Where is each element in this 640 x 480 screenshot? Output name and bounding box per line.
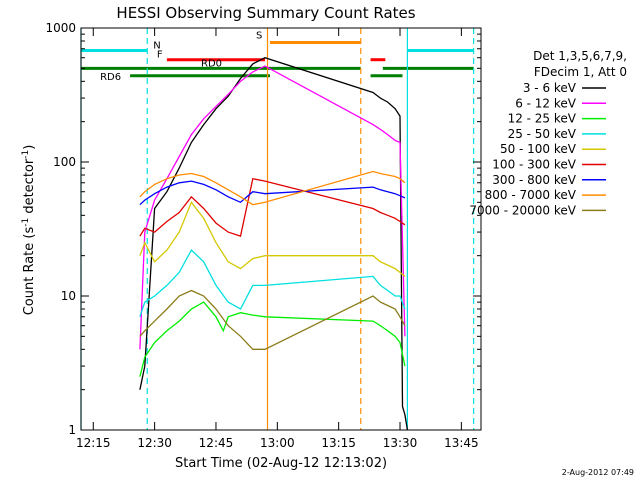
flag-label-f: F <box>157 50 163 61</box>
x-tick-label-12-30: 12:30 <box>137 436 172 450</box>
boundary-lines <box>80 28 475 430</box>
series-line-25-50-kev <box>139 249 406 318</box>
legend-header-line1: Det 1,3,5,6,7,9, <box>533 49 627 63</box>
legend-label-12-25-kev: 12 - 25 keV <box>508 112 577 126</box>
x-tick-label-13-45: 13:45 <box>444 436 479 450</box>
y-tick-label-1000: 1000 <box>45 21 76 35</box>
series-line-800-7000-kev <box>139 170 406 206</box>
legend-label-6-12-kev: 6 - 12 keV <box>515 96 577 110</box>
x-axis-label: Start Time (02-Aug-12 12:13:02) <box>175 456 387 471</box>
timestamp: 2-Aug-2012 07:49 <box>562 468 634 477</box>
y-axis-label: Count Rate (s-1 detector-1) <box>21 145 37 316</box>
series-line-3-6-kev <box>139 56 409 431</box>
observing-flags: NF S RD0 RD6 <box>81 30 474 83</box>
x-tick-label-13-30: 13:30 <box>383 436 418 450</box>
legend-label-100-300-kev: 100 - 300 keV <box>492 158 576 172</box>
series-line-7000-20000-kev <box>139 289 406 350</box>
y-tick-label-100: 100 <box>53 155 76 169</box>
flag-label-n: N <box>153 40 160 51</box>
x-tick-label-12-45: 12:45 <box>199 436 234 450</box>
x-tick-label-13-00: 13:00 <box>260 436 295 450</box>
series-line-300-800-kev <box>139 180 406 206</box>
legend-label-50-100-kev: 50 - 100 keV <box>500 142 577 156</box>
series-line-6-12-kev <box>139 65 406 350</box>
legend-label-300-800-kev: 300 - 800 keV <box>492 173 576 187</box>
y-tick-label-10: 10 <box>61 289 76 303</box>
flag-label-rd6: RD6 <box>100 72 121 83</box>
plot-frame <box>80 27 482 431</box>
x-axis-ticks: 12:15 12:30 12:45 13:00 13:15 13:30 13:45 <box>76 28 479 450</box>
legend-header-line2: FDecim 1, Att 0 <box>534 65 627 79</box>
legend-label-7000-20000-kev: 7000 - 20000 keV <box>469 203 576 217</box>
y-axis-ticks: 1 10 100 1000 <box>45 21 481 437</box>
x-tick-label-13-15: 13:15 <box>321 436 356 450</box>
legend-label-25-50-kev: 25 - 50 keV <box>508 127 577 141</box>
series-line-100-300-kev <box>139 177 406 237</box>
series-group <box>139 56 409 431</box>
series-line-12-25-kev <box>139 301 406 377</box>
x-tick-label-12-15: 12:15 <box>76 436 111 450</box>
series-line-50-100-kev <box>139 201 406 277</box>
flag-label-rd0: RD0 <box>201 58 222 69</box>
y-tick-label-1: 1 <box>68 423 76 437</box>
legend: Det 1,3,5,6,7,9, FDecim 1, Att 0 3 - 6 k… <box>469 49 627 217</box>
chart-title: HESSI Observing Summary Count Rates <box>116 4 415 22</box>
legend-label-3-6-kev: 3 - 6 keV <box>523 81 577 95</box>
flag-label-s: S <box>256 30 262 41</box>
legend-label-800-7000-kev: 800 - 7000 keV <box>485 188 577 202</box>
